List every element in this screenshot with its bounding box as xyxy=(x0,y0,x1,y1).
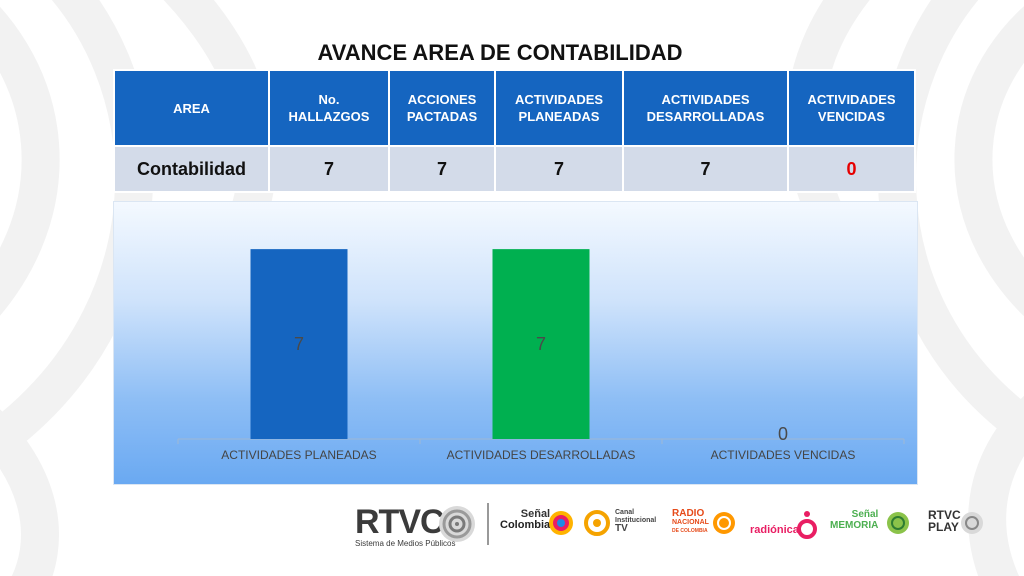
rtvc-play-top: RTVC xyxy=(928,508,961,522)
summary-table: AREA No. HALLAZGOS ACCIONES PACTADAS ACT… xyxy=(113,69,916,193)
cell-acciones-pactadas: 7 xyxy=(388,145,496,193)
header-area: AREA xyxy=(113,69,270,147)
bar-1 xyxy=(250,249,348,439)
table-header-row: AREA No. HALLAZGOS ACCIONES PACTADAS ACT… xyxy=(113,69,916,147)
page-title: AVANCE AREA DE CONTABILIDAD xyxy=(317,40,683,65)
senal-memoria-icon xyxy=(887,512,909,534)
header-actividades-planeadas: ACTIVIDADES PLANEADAS xyxy=(494,69,624,147)
bar-2 xyxy=(492,249,590,439)
rtvc-play-icon xyxy=(961,512,983,534)
radio-nacional-bottom: DE COLOMBIA xyxy=(672,528,708,534)
header-actividades-desarrolladas: ACTIVIDADES DESARROLLADAS xyxy=(622,69,789,147)
canal-institucional-top: Canal xyxy=(615,509,635,516)
x-tick-label-2: ACTIVIDADES DESARROLLADAS xyxy=(447,448,636,462)
data-label-1: 7 xyxy=(294,334,304,354)
canal-institucional-icon xyxy=(584,510,610,536)
canal-institucional-tv: TV xyxy=(615,523,628,534)
cell-actividades-desarrolladas: 7 xyxy=(622,145,789,193)
cell-hallazgos: 7 xyxy=(268,145,390,193)
rtvc-logo-subtitle: Sistema de Medios Públicos xyxy=(355,539,456,548)
senal-colombia-icon xyxy=(549,511,573,535)
rtvc-play-bottom: PLAY xyxy=(928,520,959,534)
cell-area: Contabilidad xyxy=(113,145,270,193)
radio-nacional-mid: NACIONAL xyxy=(672,519,709,526)
senal-colombia-logo: Señal Colombia xyxy=(500,509,550,531)
canal-institucional-logo: Canal Institucional TV xyxy=(615,509,657,534)
senal-memoria-logo: Señal MEMORIA xyxy=(830,509,878,531)
cell-actividades-vencidas: 0 xyxy=(787,145,916,193)
data-label-3: 0 xyxy=(778,424,788,444)
senal-memoria-top: Señal xyxy=(851,509,879,520)
cell-actividades-planeadas: 7 xyxy=(494,145,624,193)
bar-chart-svg: 7 ACTIVIDADES PLANEADAS 7 ACTIVIDADES DESAR… xyxy=(177,249,905,462)
header-acciones-pactadas: ACCIONES PACTADAS xyxy=(388,69,496,147)
rtvc-play-logo: RTVC PLAY xyxy=(928,509,961,533)
x-tick-label-3: ACTIVIDADES VENCIDAS xyxy=(711,448,856,462)
rtvc-logo: RTVC Sistema de Medios Públicos xyxy=(355,505,456,548)
footer-divider xyxy=(487,503,489,545)
radionica-icon xyxy=(797,511,817,539)
header-hallazgos: No. HALLAZGOS xyxy=(268,69,390,147)
radionica-logo: radiónica xyxy=(750,524,799,536)
rtvc-logo-text: RTVC xyxy=(355,503,445,541)
data-label-2: 7 xyxy=(536,334,546,354)
table-row: Contabilidad 7 7 7 7 0 xyxy=(113,145,916,193)
radio-nacional-icon xyxy=(713,512,735,534)
senal-memoria-bottom: MEMORIA xyxy=(830,520,879,531)
footer-logos: RTVC Sistema de Medios Públicos Señal Co… xyxy=(0,497,1024,555)
senal-colombia-bottom: Colombia xyxy=(500,519,551,531)
x-tick-label-1: ACTIVIDADES PLANEADAS xyxy=(221,448,376,462)
canal-institucional-mid: Institucional xyxy=(615,517,657,524)
senal-colombia-top: Señal xyxy=(520,508,551,520)
rtvc-swirl-icon xyxy=(439,506,475,542)
radio-nacional-top: RADIO xyxy=(672,508,705,519)
radio-nacional-logo: RADIO NACIONAL DE COLOMBIA xyxy=(672,509,709,536)
bar-chart: 7 ACTIVIDADES PLANEADAS 7 ACTIVIDADES DESAR… xyxy=(113,201,918,485)
header-actividades-vencidas: ACTIVIDADES VENCIDAS xyxy=(787,69,916,147)
